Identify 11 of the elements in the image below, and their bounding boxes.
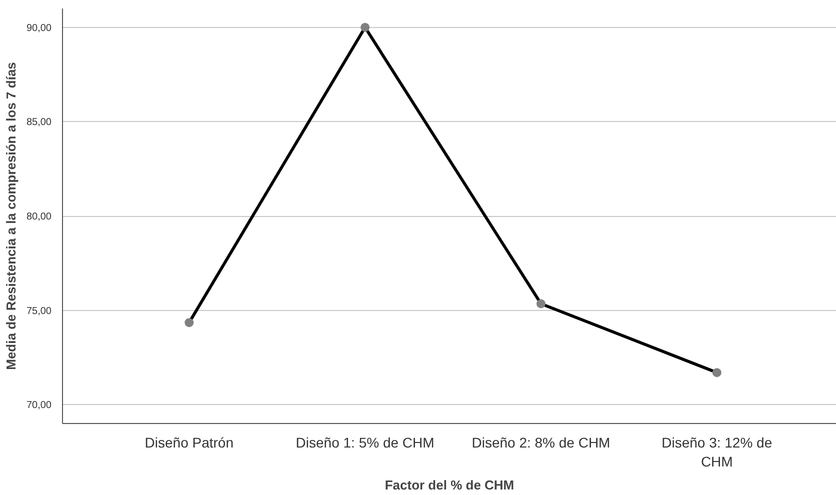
y-axis-title: Media de Resistencia a la compresión a los 7 días xyxy=(3,62,18,370)
x-tick-label: Diseño 2: 8% de CHM xyxy=(472,434,610,450)
y-tick-label: 80,00 xyxy=(26,212,52,222)
x-tick-label: Diseño 1: 5% de CHM xyxy=(296,434,434,450)
y-tick-label: 90,00 xyxy=(26,22,52,34)
x-tick-label: Diseño 3: 12% de CHM xyxy=(662,434,772,470)
y-tick-label: 85,00 xyxy=(26,117,52,128)
y-tick-label: 70,00 xyxy=(26,400,52,412)
x-axis-title: Factor del % de CHM xyxy=(384,478,514,493)
y-tick-label: 75,00 xyxy=(26,306,52,317)
x-tick-label: Diseño Patrón xyxy=(144,434,234,450)
